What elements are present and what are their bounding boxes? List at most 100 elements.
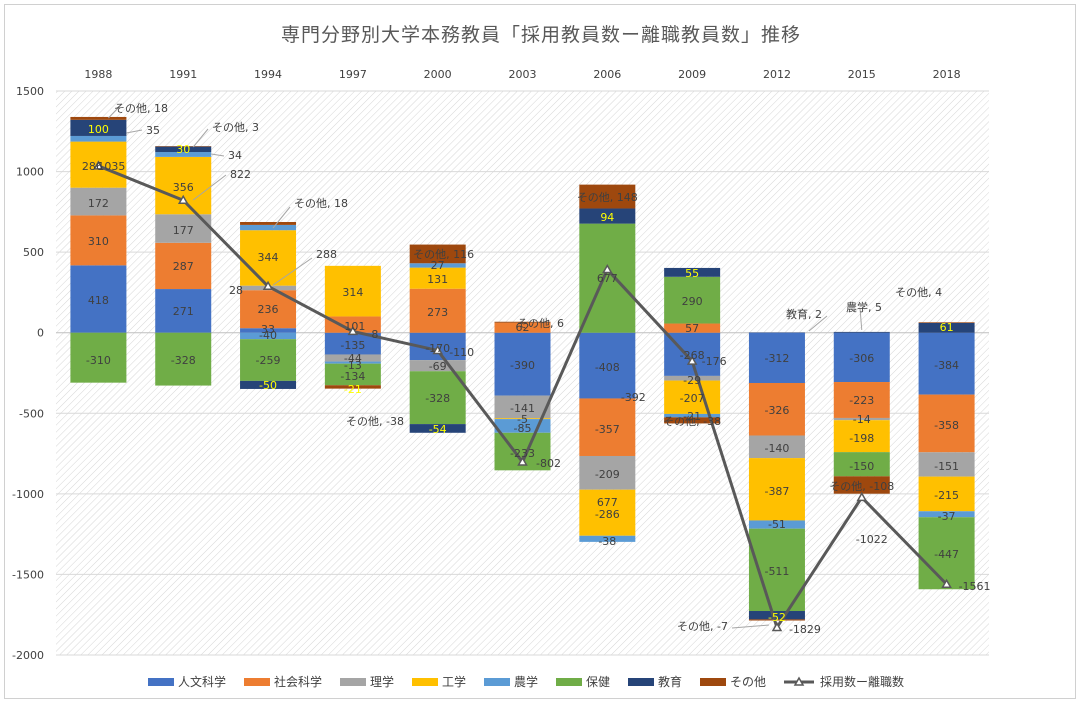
bar-segment	[579, 535, 636, 542]
data-label: 236	[258, 303, 279, 316]
data-label: -38	[598, 535, 616, 548]
net-line-marker	[93, 160, 104, 170]
data-label: 290	[682, 295, 703, 308]
bar-segment	[748, 435, 805, 459]
bar-segment	[240, 339, 297, 381]
bar-segment	[918, 517, 975, 590]
bar-segment	[494, 321, 551, 323]
data-label: -1561	[959, 580, 991, 593]
bar-segment	[324, 354, 381, 362]
x-tick-label: 2012	[763, 68, 791, 81]
bar-segment	[155, 289, 212, 333]
data-label: -141	[510, 402, 535, 415]
data-labels: 418 310 172 286 100 -310 35 その他, 18 1035 271 287 17…	[82, 102, 991, 636]
data-label: -170	[425, 342, 450, 355]
y-tick-label: 1500	[16, 85, 44, 98]
chart-title: 専門分野別大学本務教員「採用教員数ー離職教員数」推移	[280, 24, 801, 46]
legend-label: 人文科学	[178, 674, 226, 689]
y-tick-label: -2000	[12, 649, 44, 662]
data-label: 288	[316, 248, 337, 261]
data-label: 教育, 2	[786, 307, 822, 321]
bar-segment	[918, 476, 975, 512]
data-label: 273	[427, 306, 448, 319]
bar-segment	[833, 420, 890, 453]
data-label: 314	[342, 286, 363, 299]
data-label: -306	[849, 352, 874, 365]
legend-swatch	[484, 678, 510, 686]
data-label: -69	[429, 360, 447, 373]
data-label: -135	[340, 339, 365, 352]
data-label: 100	[88, 123, 109, 136]
data-label: 287	[173, 260, 194, 273]
bar-segment	[579, 184, 636, 209]
net-line-marker	[941, 578, 952, 589]
bar-segment	[324, 332, 381, 355]
data-label: その他, -38	[663, 415, 721, 428]
data-label: その他, 148	[577, 191, 638, 204]
data-label: その他, -7	[677, 620, 728, 633]
legend-swatch	[628, 678, 654, 686]
data-label: -5	[517, 413, 528, 426]
bar-segment	[70, 332, 127, 383]
bars	[70, 116, 975, 621]
leader-line	[731, 624, 769, 629]
leader-line	[808, 315, 828, 332]
bar-segment	[833, 382, 890, 418]
x-tick-label: 2006	[593, 68, 621, 81]
data-label: -21	[344, 383, 362, 396]
bar-segment	[918, 452, 975, 477]
bar-segment	[494, 332, 551, 396]
x-tick-label: 1994	[254, 68, 282, 81]
data-label: -447	[934, 548, 959, 561]
bar-segment	[240, 332, 297, 340]
data-label: 101	[344, 320, 365, 333]
data-label: -387	[764, 485, 789, 498]
data-label: -357	[595, 423, 620, 436]
net-line-marker	[602, 264, 613, 274]
bar-segment	[70, 187, 127, 216]
bar-segment	[748, 611, 805, 620]
bar-segment	[664, 413, 721, 418]
data-label: その他, 3	[212, 121, 259, 134]
data-label: -176	[702, 355, 727, 368]
data-label: -1022	[856, 533, 888, 546]
y-tick-label: 1000	[16, 166, 44, 179]
data-label: その他, 6	[517, 317, 564, 330]
data-label: -50	[259, 379, 277, 392]
bar-segment	[409, 244, 466, 264]
leader-line	[126, 129, 143, 134]
bar-segment	[918, 332, 975, 395]
bar-segment	[833, 331, 890, 333]
legend-label: 工学	[442, 674, 466, 689]
data-label: -40	[259, 329, 277, 342]
data-label: 農学, 5	[846, 300, 882, 314]
x-tick-label: 2015	[848, 68, 876, 81]
y-tick-label: -1000	[12, 488, 44, 501]
bar-segment	[579, 332, 636, 399]
y-tick-label: -500	[19, 407, 44, 420]
data-label: 8	[371, 328, 378, 341]
data-label: -384	[934, 359, 959, 372]
data-label: -29	[683, 374, 701, 387]
data-label: -21	[683, 410, 701, 423]
bar-segment	[664, 417, 721, 424]
data-label: 271	[173, 305, 194, 318]
bar-segment	[155, 152, 212, 157]
bar-segment	[70, 119, 127, 136]
bar-segment	[833, 476, 890, 494]
leader-line	[272, 257, 313, 286]
legend-label: 農学	[514, 674, 538, 689]
bar-segment	[409, 267, 466, 289]
bar-segment	[494, 322, 551, 333]
data-label: -44	[344, 352, 362, 365]
bar-segment	[918, 322, 975, 333]
net-line-marker	[177, 194, 189, 205]
bar-segment	[240, 224, 297, 231]
bar-segment	[409, 263, 466, 268]
legend-label: その他	[730, 675, 766, 689]
legend: 人文科学 社会科学 理学 工学 農学 保健 教育 その他 採用数ー離職数	[148, 674, 904, 689]
data-label: -134	[340, 370, 365, 383]
bar-segment	[748, 332, 805, 383]
net-line	[93, 160, 952, 632]
bar-segment	[409, 371, 466, 425]
